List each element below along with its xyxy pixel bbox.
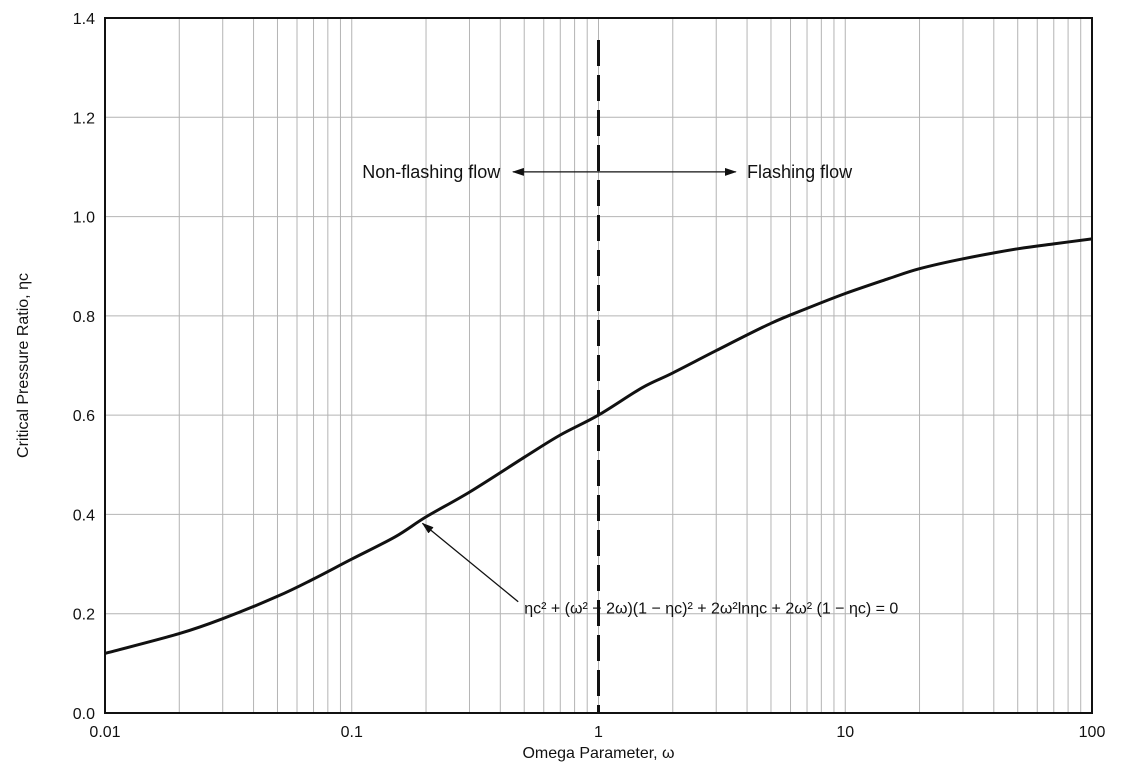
x-tick-labels: 0.01 0.1 1 10 100 <box>89 724 1105 741</box>
y-tick-label: 0.2 <box>73 607 95 624</box>
y-axis-title: Critical Pressure Ratio, ηc <box>15 273 32 458</box>
annotation-non-flashing: Non-flashing flow <box>362 162 501 182</box>
y-tick-label: 1.2 <box>73 110 95 127</box>
y-tick-label: 0.4 <box>73 507 95 524</box>
x-tick-label: 0.01 <box>89 724 120 741</box>
y-tick-label: 1.0 <box>73 210 95 227</box>
y-tick-label: 1.4 <box>73 11 95 28</box>
y-tick-label: 0.0 <box>73 706 95 723</box>
x-tick-label: 0.1 <box>341 724 363 741</box>
y-tick-label: 0.8 <box>73 309 95 326</box>
y-tick-label: 0.6 <box>73 408 95 425</box>
equation-annotation: ηc² + (ω² − 2ω)(1 − ηc)² + 2ω²lnηc + 2ω²… <box>524 601 898 618</box>
x-tick-label: 1 <box>594 724 603 741</box>
series-curve <box>104 237 1093 655</box>
x-tick-label: 10 <box>836 724 854 741</box>
x-axis-title: Omega Parameter, ω <box>522 745 674 762</box>
y-tick-labels: 0.0 0.2 0.4 0.6 0.8 1.0 1.2 1.4 <box>73 11 95 723</box>
annotation-flashing: Flashing flow <box>747 162 853 182</box>
plot-frame <box>104 17 1093 714</box>
equation-arrow-icon <box>421 522 519 603</box>
x-tick-label: 100 <box>1079 724 1106 741</box>
